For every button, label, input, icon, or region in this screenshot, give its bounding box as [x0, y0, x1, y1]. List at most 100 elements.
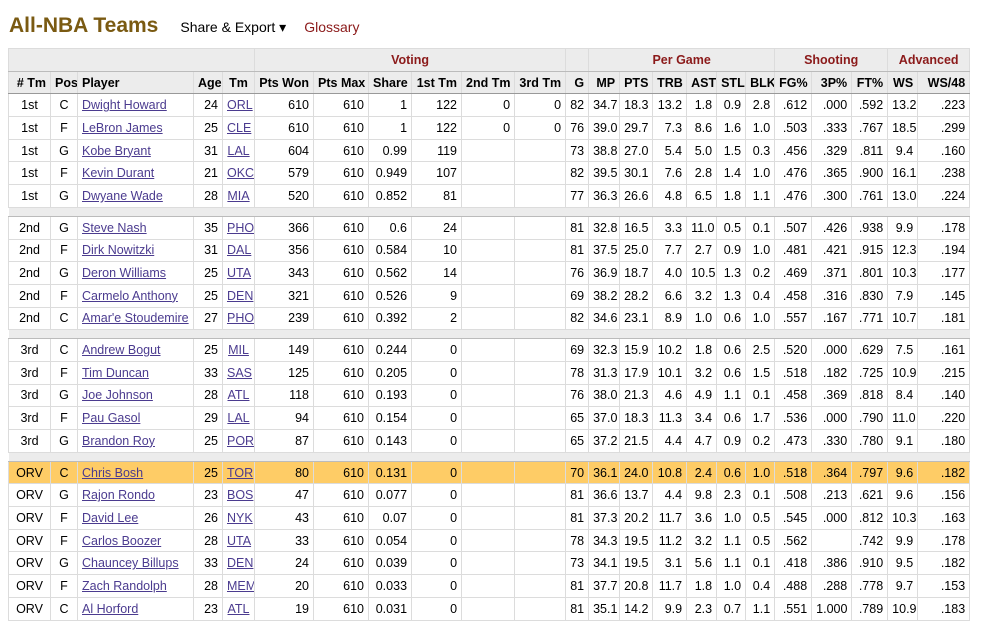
cell: .481 — [774, 238, 813, 263]
team-link[interactable]: MIL — [228, 343, 249, 358]
player-link[interactable]: Kevin Durant — [82, 166, 155, 181]
cell: 15.9 — [619, 338, 654, 362]
team-link[interactable]: MIA — [227, 188, 250, 203]
cell: 610 — [313, 596, 370, 621]
column-header[interactable]: Pts Max — [313, 70, 370, 95]
player-link[interactable]: Pau Gasol — [82, 411, 141, 426]
player-link[interactable]: Deron Williams — [82, 266, 167, 281]
cell: 9.5 — [887, 551, 919, 576]
cell: 82 — [565, 306, 590, 331]
cell — [514, 574, 567, 598]
player-link[interactable]: Dirk Nowitzki — [82, 243, 155, 258]
team-link[interactable]: DAL — [227, 243, 252, 258]
cell: 610 — [313, 161, 370, 186]
player-link[interactable]: Kobe Bryant — [82, 143, 151, 158]
column-header[interactable]: TRB — [652, 70, 688, 95]
player-link[interactable]: Rajon Rondo — [82, 488, 155, 503]
player-link[interactable]: LeBron James — [82, 120, 163, 135]
column-header[interactable]: 3rd Tm — [514, 70, 567, 95]
team-link[interactable]: ORL — [227, 98, 253, 113]
cell: .000 — [811, 406, 853, 430]
column-header[interactable]: G — [565, 70, 590, 95]
cell: .215 — [917, 360, 971, 385]
team-link[interactable]: ATL — [227, 388, 250, 403]
cell: 1st — [8, 161, 51, 186]
column-header[interactable]: FT% — [851, 70, 889, 95]
player-link[interactable]: Dwight Howard — [82, 98, 167, 113]
cell: 24 — [254, 551, 315, 576]
player-link[interactable]: Amar'e Stoudemire — [82, 311, 189, 326]
team-link[interactable]: BOS — [227, 488, 254, 503]
team-link[interactable]: POR — [227, 433, 255, 448]
player-link[interactable]: Brandon Roy — [82, 433, 155, 448]
cell — [514, 483, 567, 508]
cell: 76 — [565, 261, 590, 285]
share-export-menu[interactable]: Share & Export ▾ — [180, 19, 287, 35]
cell: 1.3 — [716, 283, 747, 308]
column-header[interactable]: Player — [77, 70, 194, 95]
column-header[interactable]: PTS — [619, 70, 654, 95]
column-header[interactable]: 3P% — [811, 70, 853, 95]
cell: G — [50, 429, 78, 453]
column-header[interactable]: 1st Tm — [411, 70, 463, 95]
team-link[interactable]: MEM — [227, 578, 255, 593]
cell: 0.4 — [745, 283, 776, 308]
cell: 610 — [313, 93, 370, 118]
cell: 0 — [411, 596, 463, 621]
team-link[interactable]: OKC — [227, 166, 255, 181]
player-link[interactable]: Andrew Bogut — [82, 343, 161, 358]
group-header-blank — [7, 48, 256, 72]
player-link[interactable]: Al Horford — [82, 601, 139, 616]
cell: 10.3 — [887, 506, 919, 530]
cell: Chauncey Billups — [77, 551, 194, 576]
player-link[interactable]: Dwyane Wade — [82, 188, 163, 203]
player-link[interactable]: Zach Randolph — [82, 578, 167, 593]
player-link[interactable]: David Lee — [82, 510, 139, 525]
glossary-link[interactable]: Glossary — [304, 19, 360, 35]
column-header[interactable]: Age — [193, 70, 223, 95]
cell: 21.5 — [619, 429, 654, 453]
column-header[interactable]: STL — [716, 70, 747, 95]
team-link[interactable]: SAS — [227, 365, 253, 380]
team-link[interactable]: LAL — [227, 411, 250, 426]
cell: 20.8 — [619, 574, 654, 598]
team-link[interactable]: ATL — [227, 601, 250, 616]
team-link[interactable]: UTA — [227, 266, 252, 281]
team-link[interactable]: UTA — [227, 533, 252, 548]
column-header[interactable]: MP — [588, 70, 621, 95]
player-link[interactable]: Carmelo Anthony — [82, 288, 178, 303]
column-header[interactable]: 2nd Tm — [461, 70, 516, 95]
column-header[interactable]: Pts Won — [254, 70, 315, 95]
cell: .421 — [811, 238, 853, 263]
player-link[interactable]: Tim Duncan — [82, 365, 149, 380]
column-header[interactable]: Pos — [50, 70, 78, 95]
column-header[interactable]: # Tm — [8, 70, 51, 95]
column-header[interactable]: Tm — [221, 70, 256, 95]
team-link[interactable]: PHO — [227, 311, 255, 326]
player-link[interactable]: Joe Johnson — [82, 388, 153, 403]
cell: .801 — [851, 261, 889, 285]
cell: 12.3 — [887, 238, 919, 263]
player-link[interactable]: Chris Bosh — [82, 465, 144, 480]
player-link[interactable]: Carlos Boozer — [82, 533, 162, 548]
team-link[interactable]: NYK — [227, 510, 253, 525]
column-header[interactable]: WS/48 — [917, 70, 971, 95]
team-link[interactable]: CLE — [227, 120, 252, 135]
column-header[interactable]: FG% — [774, 70, 813, 95]
column-header[interactable]: Share — [368, 70, 413, 95]
header: All-NBA Teams Share & Export ▾ Glossary — [9, 14, 359, 38]
column-header[interactable]: BLK — [745, 70, 776, 95]
cell: .426 — [811, 215, 853, 240]
column-header[interactable]: AST — [686, 70, 718, 95]
cell — [461, 383, 516, 408]
team-link[interactable]: PHO — [227, 220, 255, 235]
cell: .194 — [917, 238, 971, 263]
team-link[interactable]: DEN — [227, 288, 254, 303]
player-link[interactable]: Steve Nash — [82, 220, 147, 235]
team-link[interactable]: TOR — [227, 465, 254, 480]
team-link[interactable]: DEN — [227, 556, 254, 571]
team-link[interactable]: LAL — [227, 143, 250, 158]
player-link[interactable]: Chauncey Billups — [82, 556, 179, 571]
column-header[interactable]: WS — [887, 70, 919, 95]
cell: David Lee — [77, 506, 194, 530]
